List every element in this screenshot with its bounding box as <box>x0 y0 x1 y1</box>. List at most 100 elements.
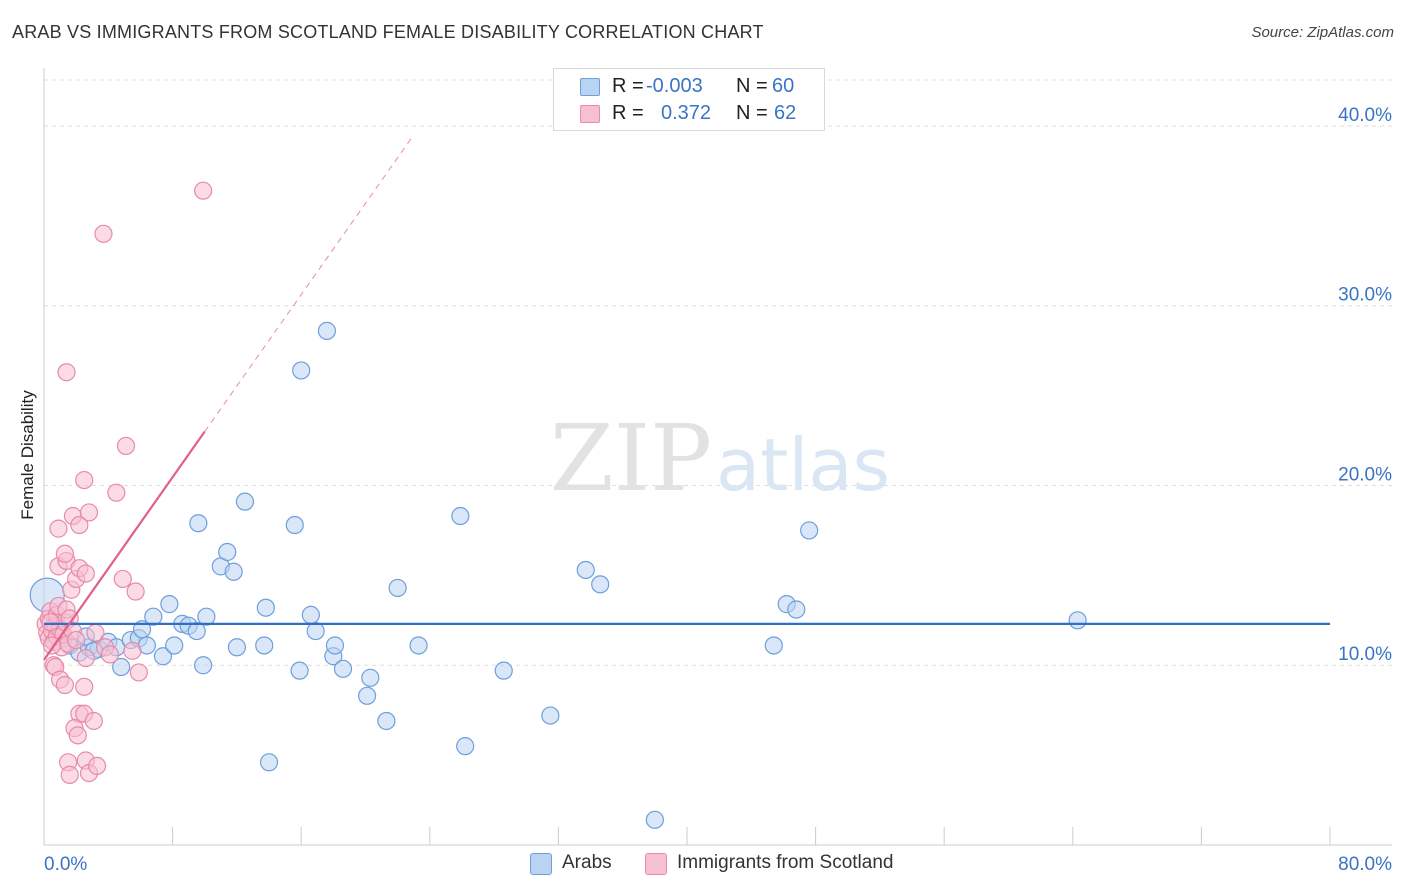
point-scotland-47 <box>76 648 95 668</box>
grid-layer: 10.0% 20.0% 30.0% 40.0% <box>44 79 1392 666</box>
point-scotland-30 <box>49 519 68 538</box>
point-scotland-38 <box>57 363 76 382</box>
y-tick-label-40: 40.0% <box>1338 105 1392 126</box>
point-scotland-48 <box>129 663 148 682</box>
legend-n-label-scotland: N = <box>736 102 768 124</box>
trend-layer <box>43 134 1330 661</box>
point-arabs-33 <box>306 621 325 641</box>
point-arabs-46 <box>541 706 560 725</box>
point-arabs-14 <box>144 607 163 626</box>
y-tick-label-30: 30.0% <box>1338 285 1392 306</box>
point-arabs-24 <box>218 542 237 562</box>
legend-swatch-scotland <box>580 105 600 123</box>
point-scotland-39 <box>94 224 113 243</box>
point-arabs-28 <box>256 598 275 617</box>
point-scotland-43 <box>86 623 105 642</box>
point-scotland-56 <box>60 765 79 784</box>
legend-r-value-arabs: -0.003 <box>646 75 703 97</box>
point-scotland-54 <box>68 726 87 745</box>
point-arabs-38 <box>358 686 377 705</box>
legend-swatch-arabs <box>580 78 600 96</box>
point-arabs-21 <box>194 656 213 675</box>
point-arabs-29 <box>259 753 279 772</box>
x-tick-label-min: 0.0% <box>44 854 87 875</box>
trend-line-scotland <box>43 430 206 661</box>
point-scotland-37 <box>116 436 136 456</box>
point-arabs-30 <box>285 515 304 535</box>
point-arabs-22 <box>197 607 216 626</box>
watermark-layer: ZIP atlas <box>550 405 890 512</box>
point-scotland-23 <box>55 675 74 695</box>
point-arabs-39 <box>361 668 380 687</box>
point-arabs-36 <box>325 636 345 655</box>
y-tick-label-20: 20.0% <box>1338 464 1392 485</box>
point-arabs-54 <box>1068 611 1087 630</box>
point-arabs-15 <box>153 647 173 666</box>
x-tick-label-max: 80.0% <box>1338 854 1392 875</box>
point-arabs-55 <box>189 514 208 533</box>
point-arabs-56 <box>224 562 243 581</box>
legend-r-label-scotland: R = <box>612 102 644 124</box>
point-arabs-31 <box>292 361 311 380</box>
series-legend-swatch-scotland <box>645 853 667 875</box>
point-arabs-48 <box>591 575 610 594</box>
chart-source: Source: ZipAtlas.com <box>1251 24 1394 41</box>
point-scotland-29 <box>76 564 95 583</box>
point-arabs-26 <box>235 492 255 511</box>
chart-title: ARAB VS IMMIGRANTS FROM SCOTLAND FEMALE … <box>12 22 764 42</box>
point-scotland-52 <box>84 711 103 731</box>
point-scotland-36 <box>107 483 126 502</box>
point-scotland-45 <box>100 645 120 664</box>
point-arabs-49 <box>645 810 664 829</box>
series-legend-label-scotland: Immigrants from Scotland <box>677 852 894 873</box>
correlation-legend: R = -0.003 N = 60 R = 0.372 N = 62 <box>553 68 825 131</box>
point-arabs-27 <box>255 636 274 655</box>
point-scotland-40 <box>194 181 213 200</box>
point-scotland-33 <box>70 515 89 535</box>
point-arabs-44 <box>456 737 475 756</box>
points-layer <box>29 181 1087 829</box>
point-arabs-16 <box>160 595 179 614</box>
point-arabs-53 <box>800 521 819 540</box>
legend-n-value-scotland: 62 <box>774 102 797 124</box>
series-legend-label-arabs: Arabs <box>562 852 612 873</box>
point-scotland-46 <box>123 641 142 660</box>
point-arabs-41 <box>388 578 407 598</box>
legend-n-label-arabs: N = <box>736 75 768 97</box>
axis-layer: 0.0% 80.0% <box>43 68 1392 875</box>
point-arabs-32 <box>301 605 320 625</box>
y-tick-label-10: 10.0% <box>1338 644 1392 665</box>
point-arabs-42 <box>409 636 428 655</box>
trend-extension-scotland <box>204 134 415 432</box>
point-arabs-25 <box>227 638 246 657</box>
legend-r-label-arabs: R = <box>612 75 644 97</box>
point-scotland-19 <box>67 630 86 650</box>
point-arabs-52 <box>787 600 806 619</box>
legend-n-value-arabs: 60 <box>772 75 795 97</box>
point-arabs-57 <box>290 661 309 680</box>
point-arabs-34 <box>317 321 337 340</box>
point-scotland-31 <box>55 544 74 563</box>
point-arabs-45 <box>494 661 513 680</box>
point-arabs-20 <box>187 621 206 641</box>
legend-r-value-scotland: 0.372 <box>661 102 712 124</box>
point-scotland-60 <box>41 612 60 632</box>
point-arabs-47 <box>576 560 595 580</box>
point-arabs-50 <box>764 636 783 655</box>
watermark-atlas: atlas <box>716 423 890 507</box>
point-arabs-40 <box>377 711 396 731</box>
series-legend: Arabs Immigrants from Scotland <box>0 852 1406 878</box>
point-scotland-59 <box>87 756 107 776</box>
point-scotland-49 <box>75 677 94 696</box>
point-arabs-37 <box>333 659 353 678</box>
point-scotland-35 <box>75 470 94 490</box>
point-scotland-34 <box>79 503 99 522</box>
point-arabs-17 <box>165 636 184 655</box>
series-legend-swatch-arabs <box>530 853 552 875</box>
watermark-zip: ZIP <box>550 405 712 512</box>
point-arabs-43 <box>451 506 470 526</box>
point-scotland-42 <box>126 582 145 601</box>
point-scotland-41 <box>113 569 132 589</box>
point-arabs-9 <box>112 657 131 677</box>
